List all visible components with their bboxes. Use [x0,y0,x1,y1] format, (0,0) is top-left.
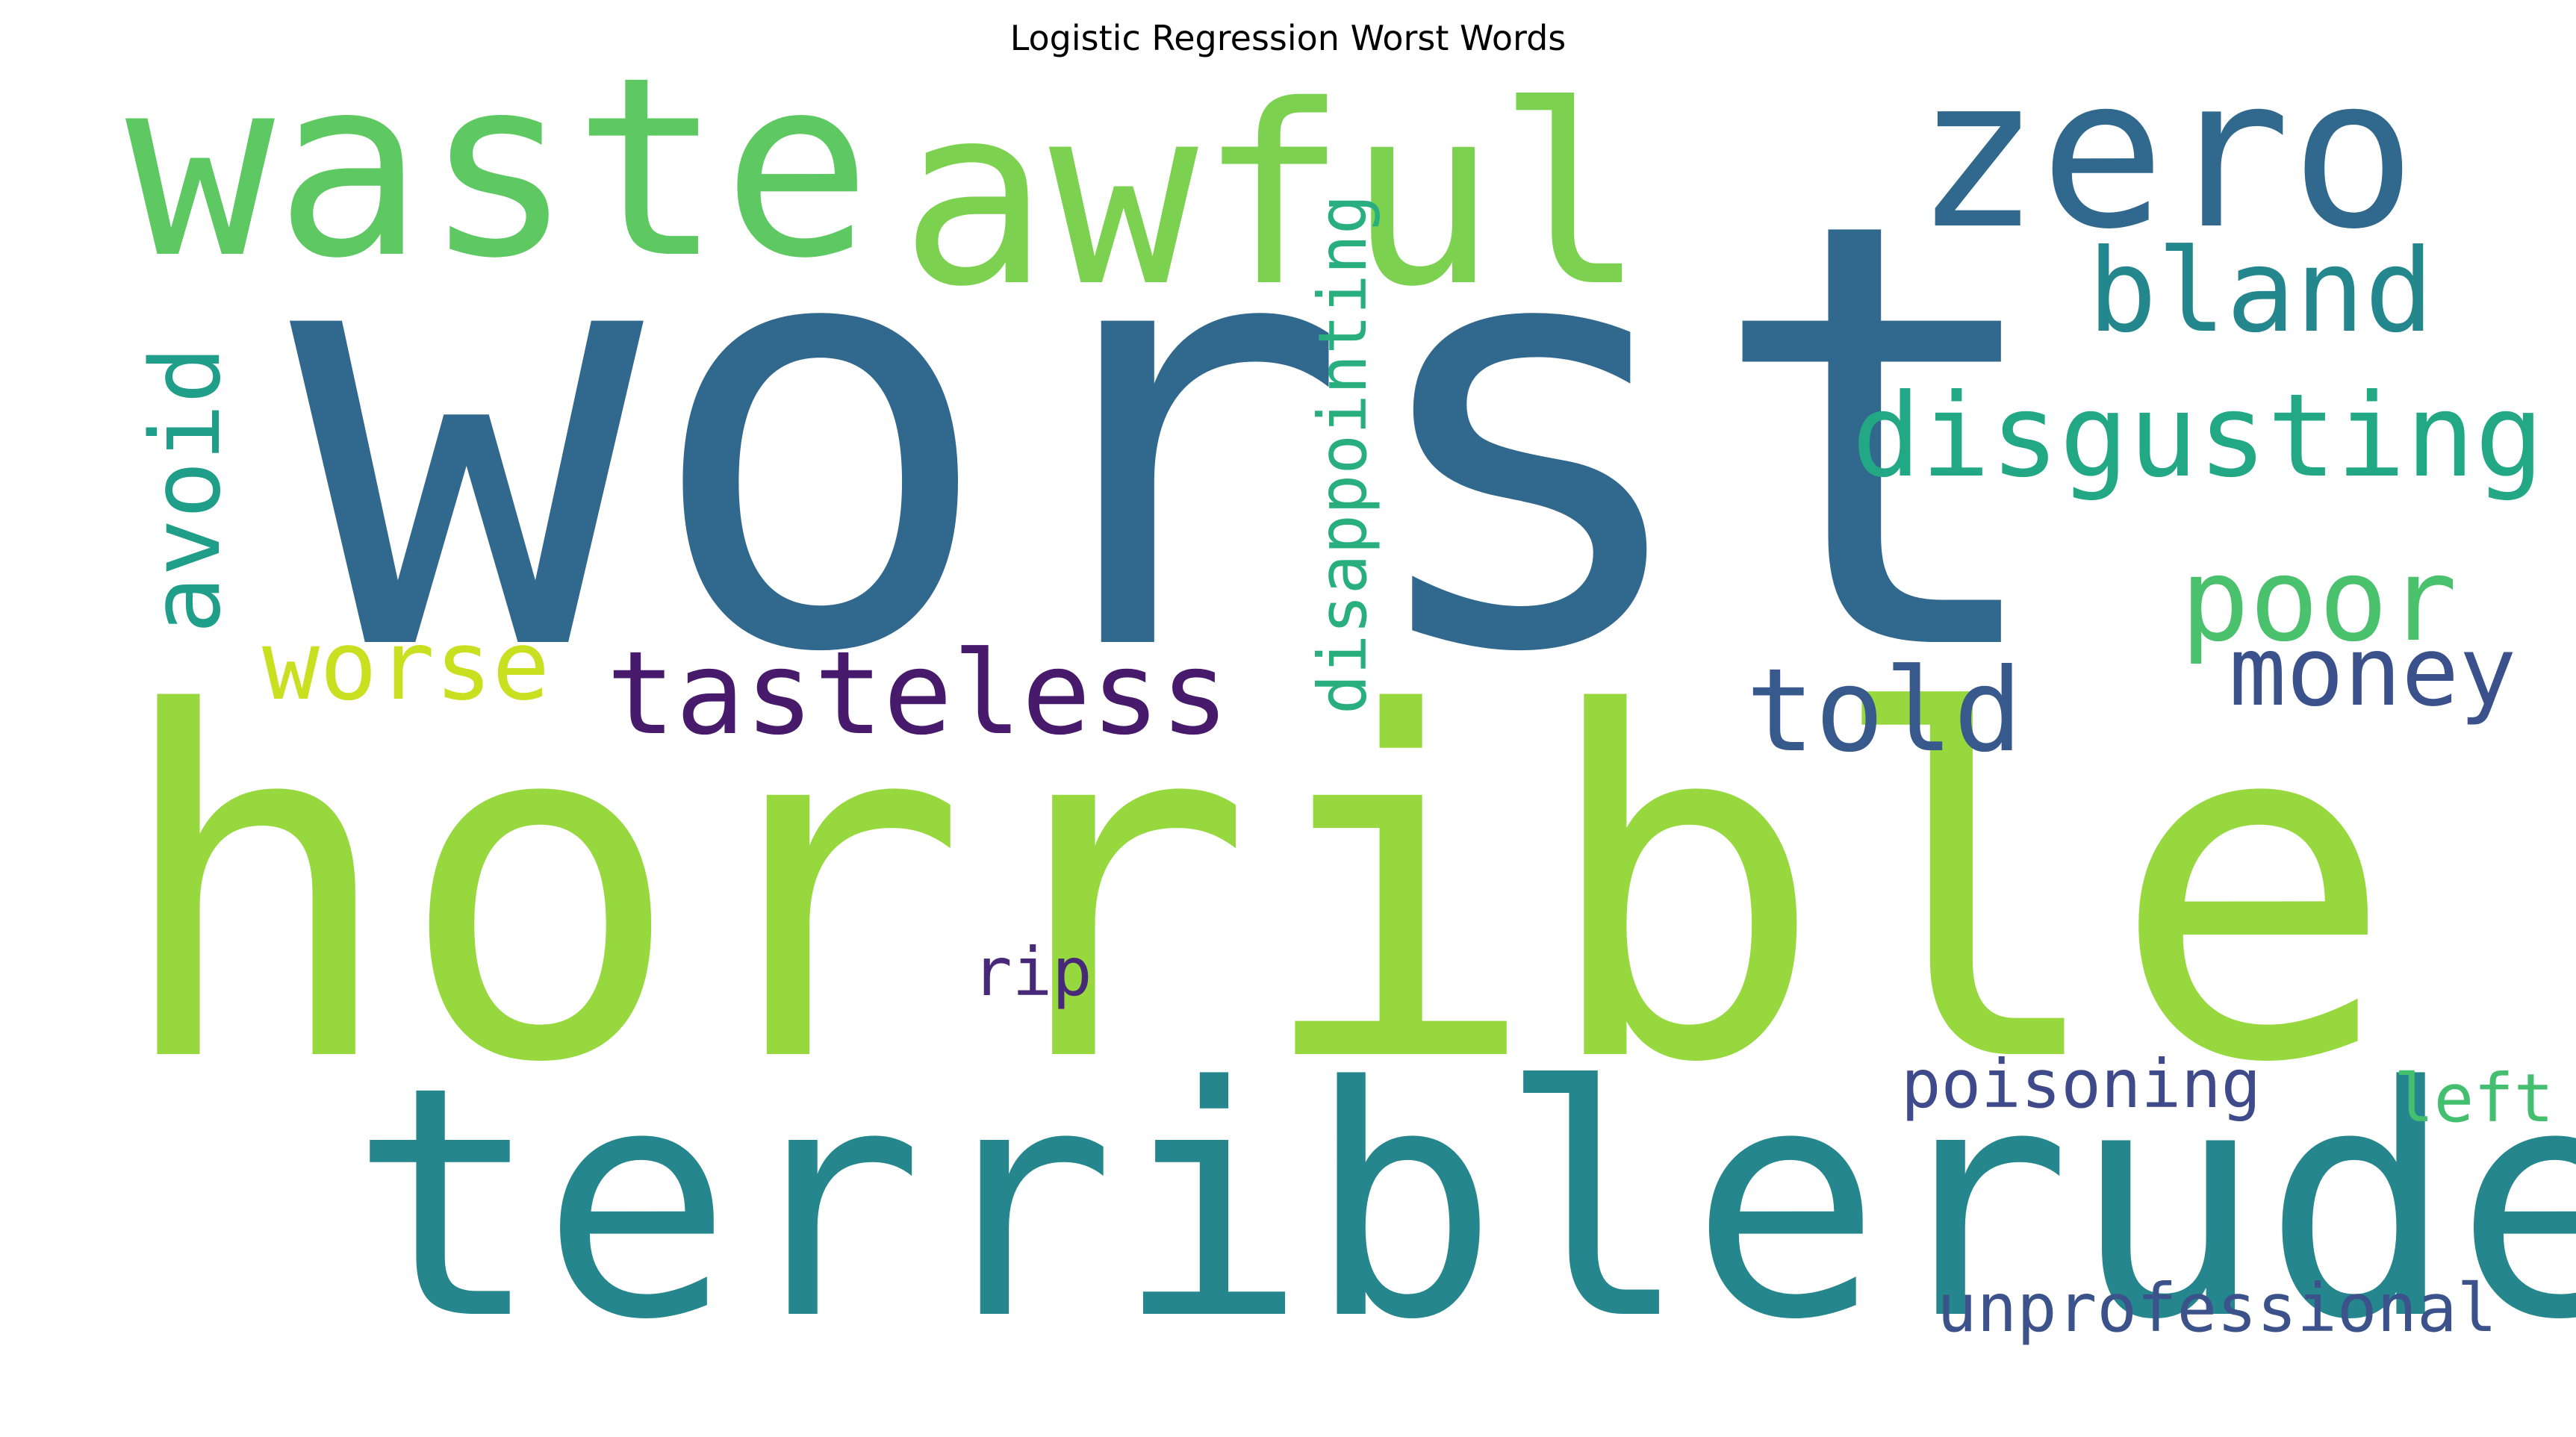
chart-title: Logistic Regression Worst Words [1009,18,1567,58]
word-rip: rip [972,933,1092,1011]
word-told: told [1746,644,2023,778]
word-avoid: avoid [131,346,242,634]
word-awful: awful [900,53,1646,341]
word-waste: waste [125,25,871,313]
word-bland: bland [2088,225,2434,358]
word-tasteless: tasteless [606,627,1229,761]
word-terrible: terrible [349,1020,1882,1389]
word-left: left [2394,1059,2554,1137]
word-worst: worst [290,96,2059,781]
word-poor: poor [2180,534,2457,667]
word-horrible: horrible [112,614,2395,1166]
word-worse: worse [262,611,550,722]
word-unprofessional: unprofessional [1937,1269,2497,1347]
word-zero: zero [1914,32,2416,275]
word-disappointing: disappointing [1304,194,1381,714]
word-disgusting: disgusting [1852,370,2544,503]
word-money: money [2229,617,2516,728]
word-rude: rude [1880,1020,2576,1389]
word-poisoning: poisoning [1901,1045,2261,1123]
